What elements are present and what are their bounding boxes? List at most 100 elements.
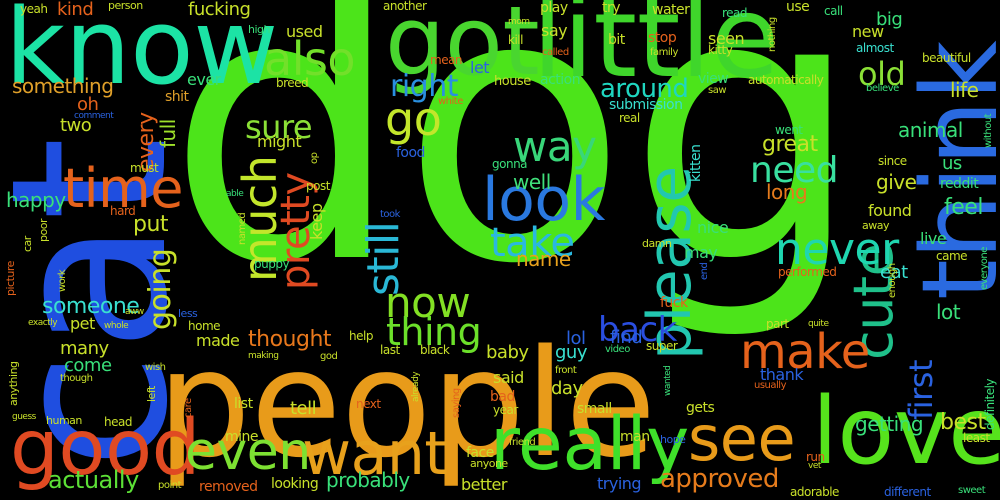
word-full: full: [156, 119, 180, 148]
word-wish: wish: [145, 362, 166, 373]
word-approved: approved: [660, 464, 779, 494]
word-seen: seen: [708, 29, 745, 48]
word-since: since: [878, 154, 907, 168]
word-many: many: [60, 338, 109, 359]
word-aww: aww: [125, 307, 144, 317]
word-nice: nice: [697, 218, 729, 237]
word-person: person: [108, 0, 143, 12]
word-might: might: [257, 132, 302, 151]
word-find: find: [610, 327, 643, 348]
word-animal: animal: [898, 118, 963, 142]
word-feel: feel: [944, 195, 983, 220]
word-come: come: [64, 355, 112, 376]
word-people: people: [157, 318, 656, 490]
word-different: different: [884, 485, 931, 499]
word-used: used: [286, 22, 323, 41]
word-know: know: [5, 0, 278, 108]
word-gets: gets: [686, 400, 715, 416]
word-saying: saying: [451, 388, 462, 418]
word-anything: anything: [7, 361, 20, 406]
word-year: year: [493, 403, 518, 417]
word-op: op: [309, 152, 320, 164]
word-mine: mine: [225, 429, 259, 445]
word-way: way: [513, 122, 597, 171]
word-usually: usually: [754, 380, 787, 391]
word-man: man: [620, 429, 650, 445]
word-made: made: [196, 331, 240, 350]
word-something: something: [12, 74, 114, 98]
word-stop: stop: [648, 30, 677, 46]
word-pet: pet: [70, 314, 95, 333]
word-yeah: yeah: [20, 2, 48, 16]
word-oh: oh: [77, 94, 99, 115]
word-real: real: [619, 111, 640, 125]
word-next: next: [356, 397, 381, 411]
word-believe: believe: [866, 83, 899, 94]
word-came: came: [936, 249, 968, 263]
word-long: long: [766, 180, 808, 204]
word-really: really: [490, 402, 689, 487]
word-sure: sure: [245, 108, 313, 146]
word-left: left: [145, 386, 158, 402]
word-high: high: [248, 23, 270, 36]
word-reddit: reddit: [940, 176, 979, 192]
word-say: say: [541, 21, 568, 40]
word-whole: whole: [104, 321, 129, 331]
word-saw: saw: [708, 85, 727, 96]
word-mean: mean: [430, 53, 463, 67]
word-play: play: [540, 0, 568, 16]
word-best: best: [940, 410, 986, 435]
word-call: call: [824, 4, 843, 18]
word-name: name: [516, 247, 571, 271]
word-water: water: [652, 2, 690, 18]
word-shit: shit: [165, 89, 189, 105]
word-named: named: [237, 212, 248, 245]
word-dog: dog: [167, 0, 862, 345]
word-food: food: [396, 145, 425, 161]
word-said: said: [493, 368, 524, 387]
word-help: help: [349, 329, 373, 343]
word-part: part: [766, 317, 789, 331]
word-human: human: [46, 414, 82, 427]
word-guess: guess: [12, 412, 36, 422]
word-puppy: puppy: [254, 257, 290, 271]
word-took: took: [380, 209, 400, 220]
word-tell: tell: [290, 398, 317, 419]
word-picture: picture: [4, 261, 17, 296]
word-read: read: [722, 6, 748, 20]
word-us: us: [942, 153, 962, 174]
word-another: another: [383, 0, 427, 13]
word-last: last: [380, 343, 400, 357]
word-love: love: [812, 377, 1000, 485]
word-nothing: nothing: [767, 17, 778, 52]
word-already: already: [411, 371, 421, 402]
word-life: life: [950, 78, 979, 102]
word-exactly: exactly: [28, 318, 58, 328]
word-work: work: [57, 269, 68, 292]
word-never: never: [775, 224, 899, 275]
word-super: super: [646, 339, 678, 353]
word-kill: kill: [508, 33, 523, 47]
word-happy: happy: [6, 188, 66, 212]
word-vet: vet: [808, 461, 821, 471]
word-automatically: automatically: [748, 73, 824, 87]
word-everyone: everyone: [979, 247, 990, 290]
word-away: away: [862, 219, 890, 232]
word-definitely: definitely: [983, 378, 997, 430]
word-must: must: [130, 161, 159, 175]
word-great: great: [762, 132, 818, 157]
word-video: video: [605, 344, 630, 355]
word-even: even: [185, 422, 311, 482]
word-fucking: fucking: [188, 0, 251, 20]
word-want: want: [302, 419, 448, 489]
word-eat: eat: [880, 262, 908, 283]
word-quite: quite: [808, 319, 829, 329]
word-hard: hard: [110, 204, 136, 218]
word-looking: looking: [271, 476, 319, 492]
word-now: now: [385, 278, 471, 327]
word-put: put: [133, 212, 169, 237]
word-time: time: [63, 157, 184, 220]
word-view: view: [698, 71, 729, 87]
word-face: face: [466, 445, 494, 461]
